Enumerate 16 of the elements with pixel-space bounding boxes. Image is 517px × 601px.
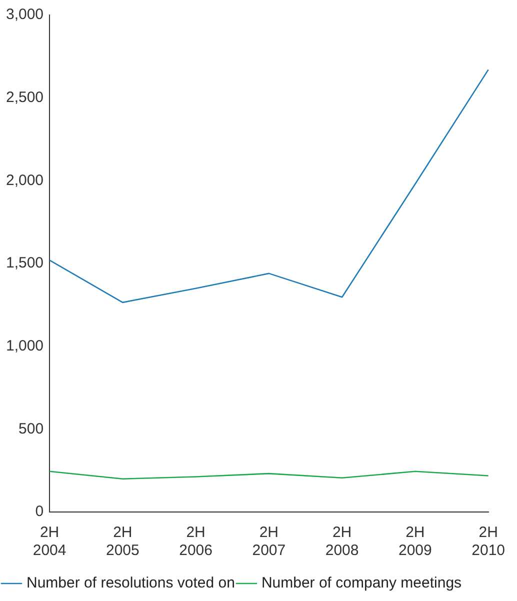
- y-tick-label: 0: [35, 503, 44, 520]
- x-tick-label: 2H 2005: [106, 524, 140, 560]
- x-tick-label: 2H 2008: [325, 524, 359, 560]
- y-tick-label: 3,000: [6, 6, 44, 24]
- x-tick-label: 2H 2010: [472, 524, 506, 560]
- y-tick-label: 1,000: [6, 337, 44, 354]
- x-tick-label: 2H 2007: [252, 524, 286, 560]
- y-tick-label: 500: [18, 420, 44, 438]
- x-tick-label: 2H 2004: [32, 524, 66, 560]
- y-tick-label: 2,500: [6, 88, 44, 106]
- legend-label: Number of company meetings: [261, 574, 462, 592]
- x-tick-label: 2H 2009: [398, 524, 432, 560]
- legend-label: Number of resolutions voted on: [26, 574, 235, 592]
- x-tick-label: 2H 2006: [179, 524, 212, 560]
- y-tick-label: 1,500: [6, 254, 44, 272]
- y-tick-label: 2,000: [6, 172, 44, 189]
